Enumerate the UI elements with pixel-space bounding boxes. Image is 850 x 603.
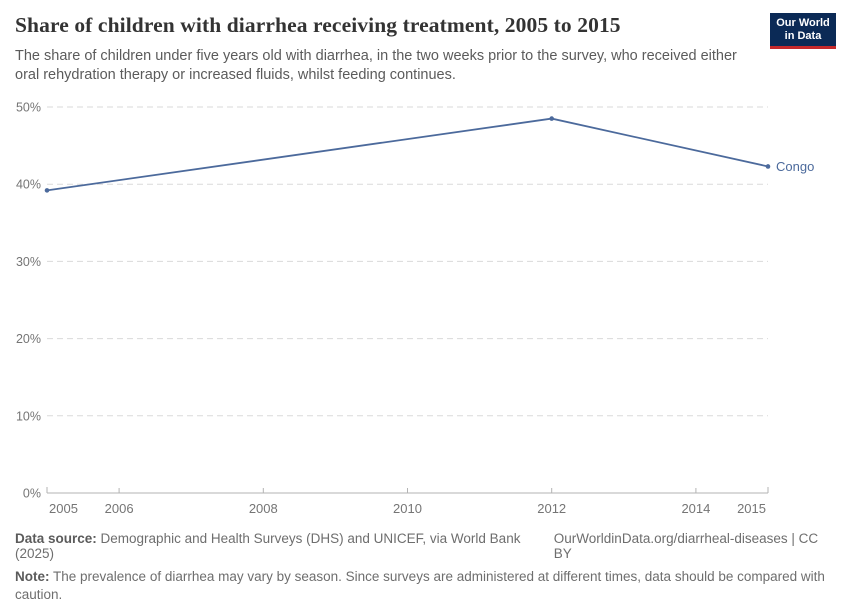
x-tick-label: 2014 (681, 501, 710, 516)
attribution-link[interactable]: OurWorldinData.org/diarrheal-diseases | … (553, 531, 819, 561)
owid-logo-line1: Our World (776, 17, 830, 29)
x-tick-label: 2012 (537, 501, 566, 516)
x-tick-label: 2010 (393, 501, 422, 516)
data-point[interactable] (44, 188, 50, 193)
note-text: The prevalence of diarrhea may vary by s… (15, 569, 825, 602)
owid-logo[interactable]: Our World in Data (770, 13, 836, 49)
data-source-line: Data source: Demographic and Health Surv… (15, 531, 554, 561)
x-tick-label: 2015 (737, 501, 766, 516)
note-line: Note: The prevalence of diarrhea may var… (15, 568, 835, 603)
chart-subtitle: The share of children under five years o… (15, 48, 737, 83)
y-tick-label: 50% (16, 101, 41, 115)
y-tick-label: 10% (16, 409, 41, 423)
y-tick-label: 30% (16, 255, 41, 269)
chart-area: 0% 10% 20% 30% 40% 50% 2005 2006 2008 2010 2012 201… (0, 95, 850, 525)
line-chart: 0% 10% 20% 30% 40% 50% 2005 2006 2008 2010 2012 201… (16, 101, 814, 517)
page-title: Share of children with diarrhea receivin… (15, 13, 621, 37)
series-label-congo[interactable]: Congo (776, 159, 814, 174)
y-tick-label: 40% (16, 178, 41, 192)
footer: Data source: Demographic and Health Surv… (15, 531, 835, 603)
x-tick-label: 2005 (49, 501, 78, 516)
chart-header: Share of children with diarrhea receivin… (15, 13, 755, 85)
data-source-text: Demographic and Health Surveys (DHS) and… (15, 531, 521, 561)
y-tick-label: 0% (23, 487, 41, 501)
note-label: Note: (15, 569, 50, 584)
data-point[interactable] (549, 116, 554, 121)
owid-logo-line2: in Data (784, 29, 822, 42)
series-line-congo[interactable] (46, 117, 769, 192)
data-source-row: Data source: Demographic and Health Surv… (15, 531, 835, 561)
data-source-label: Data source: (15, 531, 97, 546)
data-point[interactable] (765, 164, 771, 169)
y-tick-label: 20% (16, 332, 41, 346)
x-tick-label: 2008 (249, 501, 278, 516)
x-tick-label: 2006 (105, 501, 134, 516)
